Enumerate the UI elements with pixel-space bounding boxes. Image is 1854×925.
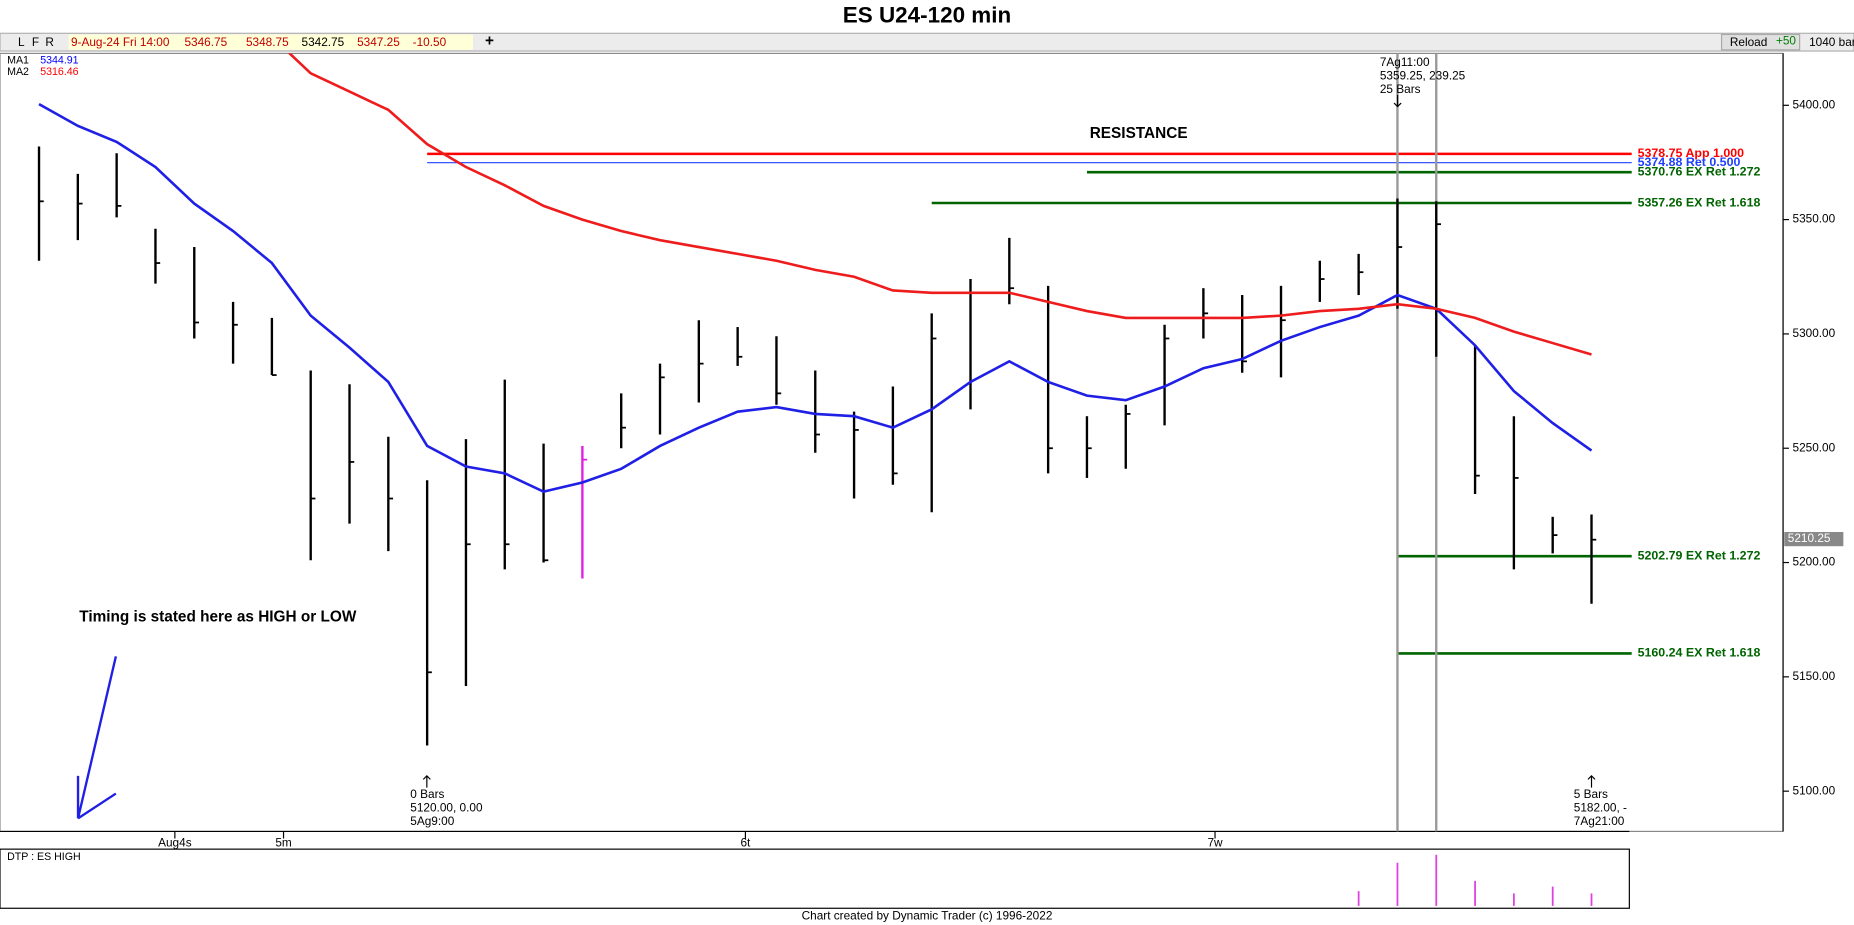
quote-box <box>68 34 473 50</box>
footer: Chart created by Dynamic Trader (c) 1996… <box>802 909 1053 923</box>
bar-count-label: 25 Bars <box>1380 82 1421 96</box>
quote-field: 5348.75 <box>246 35 289 49</box>
quote-field: 9-Aug-24 Fri 14:00 <box>71 35 170 49</box>
bar-count-arrow <box>1393 94 1402 108</box>
level-label: 5357.26 EX Ret 1.618 <box>1638 195 1761 209</box>
x-tick-label: 7w <box>1207 835 1223 849</box>
reload-button[interactable]: Reload <box>1730 35 1767 49</box>
legend-value: 5344.91 <box>40 54 78 66</box>
bar-count-arrow <box>1587 774 1596 788</box>
toolbar-button[interactable]: R <box>45 35 54 49</box>
quote-field: 5346.75 <box>184 35 227 49</box>
bar-count-label: 5 Bars <box>1574 787 1608 801</box>
legend-value: 5316.46 <box>40 66 78 78</box>
last-price-label: 5210.25 <box>1788 531 1831 545</box>
toolbar-button[interactable]: L <box>18 35 25 49</box>
legend-name: MA2 <box>7 66 29 78</box>
bar-count-label: 7Ag11:00 <box>1380 55 1430 69</box>
drawn-arrow <box>76 656 118 820</box>
indicator-name: DTP : ES HIGH <box>7 851 81 863</box>
bar-count-label: 5120.00, 0.00 <box>410 800 483 814</box>
level-label: 5202.79 EX Ret 1.272 <box>1638 548 1761 562</box>
toolbar-button[interactable]: F <box>32 35 39 49</box>
level-label: 5370.76 EX Ret 1.272 <box>1638 164 1761 178</box>
legend-name: MA1 <box>7 54 29 66</box>
x-tick-label: 5m <box>275 835 292 849</box>
annotation: RESISTANCE <box>1090 125 1188 142</box>
step-button[interactable]: +50 <box>1776 34 1796 48</box>
bar-count-label: 5182.00, - <box>1574 800 1627 814</box>
y-tick-label: 5300.00 <box>1793 326 1836 340</box>
moving-average <box>38 103 1593 494</box>
bar-count-label: 5Ag9:00 <box>410 814 454 828</box>
y-tick-label: 5200.00 <box>1793 555 1836 569</box>
y-tick-label: 5250.00 <box>1793 440 1836 454</box>
bar-count-label: 7Ag21:00 <box>1574 814 1625 828</box>
chart-title: ES U24-120 min <box>843 3 1011 28</box>
quote-field: -10.50 <box>413 35 447 49</box>
level-label: 5160.24 EX Ret 1.618 <box>1638 646 1761 660</box>
quote-field: 5342.75 <box>302 35 345 49</box>
reload-box <box>1720 33 1801 51</box>
last-price-tag <box>1784 532 1844 547</box>
level-label: 5378.75 App 1.000 <box>1638 146 1745 160</box>
x-tick-label: Aug4s <box>158 835 192 849</box>
bar-count: 1040 bars <box>1809 35 1854 49</box>
indicator-frame <box>0 848 1630 909</box>
bar-count-label: 0 Bars <box>410 787 444 801</box>
y-tick-label: 5400.00 <box>1793 97 1836 111</box>
bar-count-arrow <box>422 774 431 788</box>
y-tick-label: 5350.00 <box>1793 212 1836 226</box>
quote-field: 5347.25 <box>357 35 400 49</box>
add-button[interactable]: + <box>485 33 494 50</box>
y-tick-label: 5150.00 <box>1793 669 1836 683</box>
bar-count-label: 5359.25, 239.25 <box>1380 69 1466 83</box>
x-tick-label: 6t <box>740 835 751 849</box>
level-label: 5374.88 Ret 0.500 <box>1638 155 1741 169</box>
y-tick-label: 5100.00 <box>1793 783 1836 797</box>
annotation: Timing is stated here as HIGH or LOW <box>79 608 357 625</box>
moving-average <box>287 53 1592 356</box>
